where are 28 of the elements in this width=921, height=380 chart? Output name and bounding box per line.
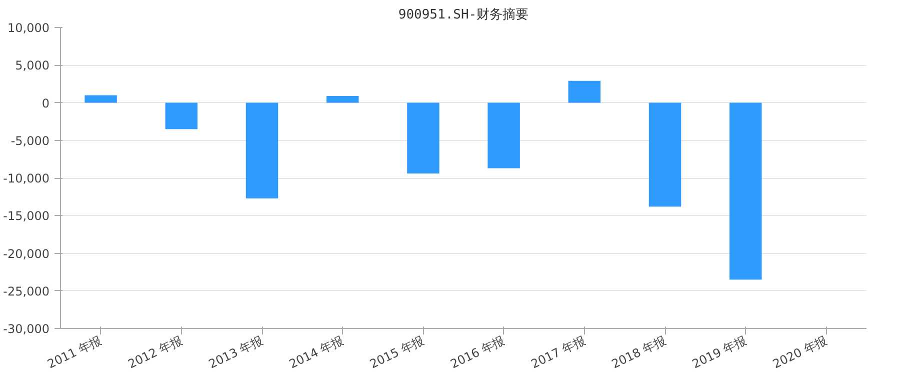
- y-tick-label: -30,000: [3, 322, 50, 336]
- bar: [568, 80, 601, 103]
- y-tick-label: 0: [42, 96, 50, 110]
- y-tick-label: -15,000: [3, 209, 50, 224]
- bar: [326, 96, 359, 103]
- y-tick-label: -20,000: [3, 246, 50, 261]
- y-tick-label: 5,000: [15, 58, 50, 73]
- x-tick-label: 2018 年报: [609, 333, 668, 372]
- y-tick-label: -25,000: [3, 284, 50, 298]
- bar: [84, 95, 117, 103]
- x-tick-label: 2019 年报: [690, 333, 749, 372]
- x-tick-label: 2020 年报: [770, 333, 830, 372]
- chart-title: 900951.SH-财务摘要: [398, 8, 529, 22]
- x-tick-label: 2014 年报: [287, 333, 346, 372]
- bar: [648, 102, 682, 207]
- bar: [488, 102, 520, 168]
- y-tick-label: -5,000: [10, 134, 50, 148]
- x-tick-label: 2011 年报: [45, 333, 104, 372]
- x-tick-label: 2016 年报: [448, 333, 507, 372]
- bar: [729, 102, 762, 280]
- bar: [246, 102, 278, 198]
- bar: [407, 102, 440, 174]
- y-tick-label: -10,000: [3, 172, 50, 186]
- x-tick-label: 2012 年报: [126, 333, 184, 372]
- x-tick-label: 2013 年报: [206, 333, 266, 372]
- bar: [165, 102, 198, 130]
- y-tick-label: 10,000: [8, 21, 50, 35]
- x-tick-label: 2015 年报: [368, 333, 426, 372]
